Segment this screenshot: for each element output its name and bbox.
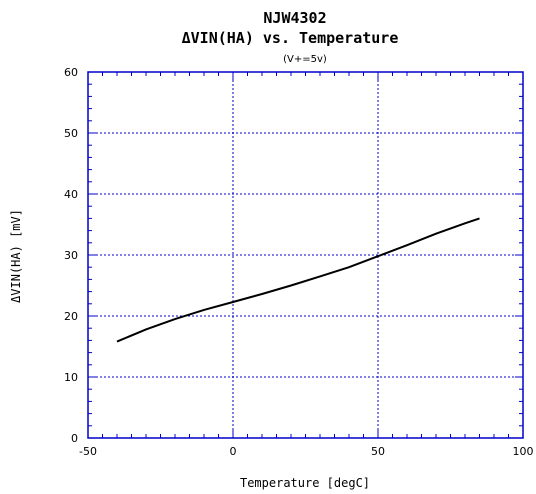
x-tick-label: 0 bbox=[230, 445, 237, 458]
x-tick-label: 100 bbox=[513, 445, 534, 458]
chart-title-line2: ΔVIN(HA) vs. Temperature bbox=[182, 29, 399, 47]
series-line bbox=[116, 217, 480, 343]
y-tick-label: 20 bbox=[64, 310, 78, 323]
y-tick-label: 30 bbox=[64, 249, 78, 262]
y-tick-label: 0 bbox=[71, 432, 78, 445]
y-tick-label: 40 bbox=[64, 188, 78, 201]
x-tick-label: -50 bbox=[79, 445, 97, 458]
y-tick-label: 50 bbox=[64, 127, 78, 140]
chart-subtitle: (V+=5v) bbox=[283, 54, 327, 65]
series-layer bbox=[116, 217, 480, 343]
y-tick-label: 60 bbox=[64, 66, 78, 79]
x-axis-label: Temperature [degC] bbox=[240, 476, 370, 490]
plot-frame bbox=[87, 71, 524, 439]
chart-title-line1: NJW4302 bbox=[263, 9, 326, 27]
grid-lines bbox=[88, 72, 523, 438]
y-tick-label: 10 bbox=[64, 371, 78, 384]
x-tick-label: 50 bbox=[371, 445, 385, 458]
y-axis-label: ΔVIN(HA) [mV] bbox=[9, 209, 23, 303]
